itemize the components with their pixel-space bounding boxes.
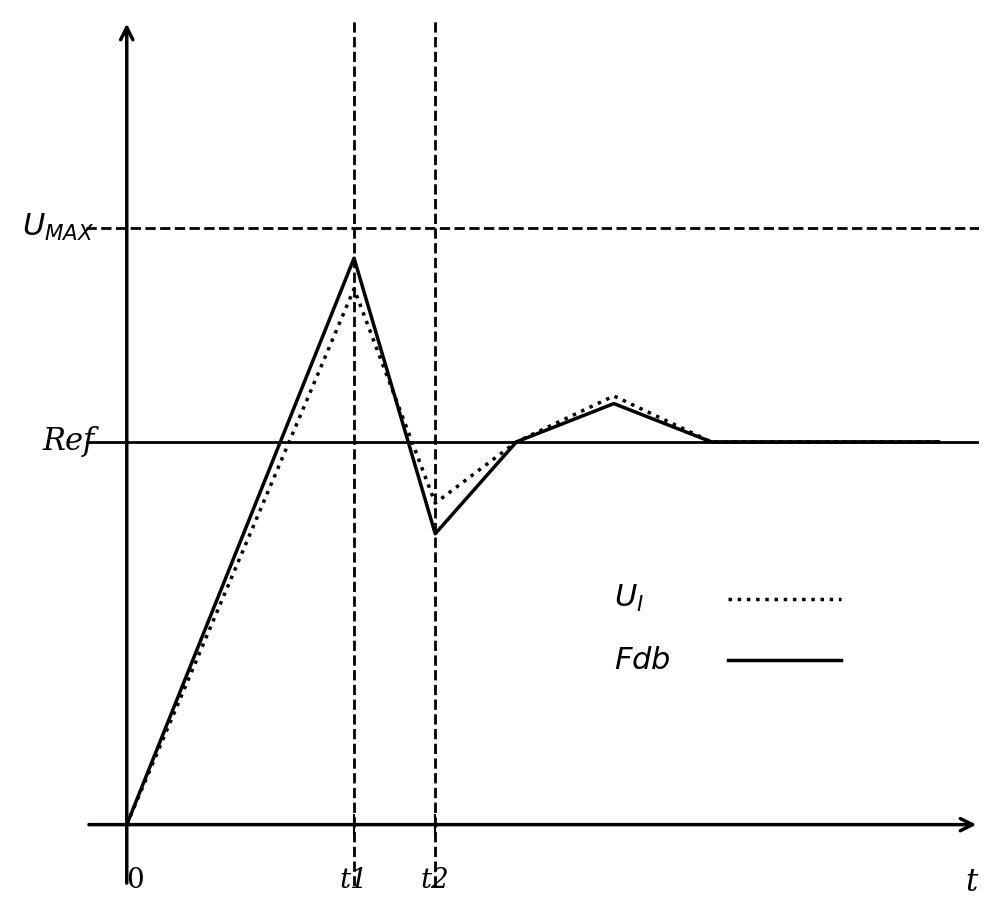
Text: $U_{MAX}$: $U_{MAX}$ <box>22 212 94 243</box>
Text: t: t <box>965 867 977 898</box>
Text: t1: t1 <box>340 867 368 893</box>
Text: Ref: Ref <box>42 426 94 457</box>
Text: $Fdb$: $Fdb$ <box>614 644 671 676</box>
Text: t2: t2 <box>421 867 450 893</box>
Text: $U_I$: $U_I$ <box>614 584 644 614</box>
Text: 0: 0 <box>126 867 144 893</box>
